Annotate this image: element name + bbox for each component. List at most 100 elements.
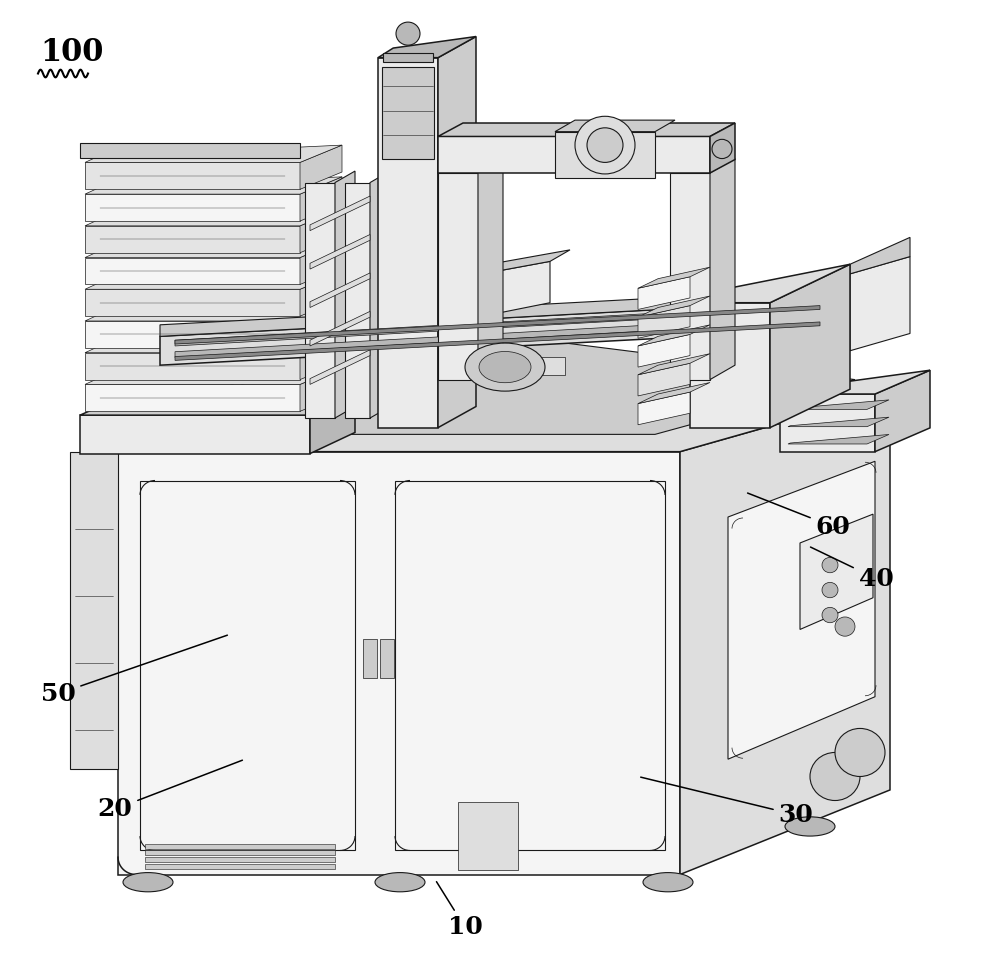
Text: 30: 30 <box>641 777 813 826</box>
Polygon shape <box>638 325 710 346</box>
Circle shape <box>810 752 860 801</box>
Polygon shape <box>85 367 342 384</box>
Ellipse shape <box>785 817 835 836</box>
Polygon shape <box>300 177 342 221</box>
Polygon shape <box>310 394 355 454</box>
Polygon shape <box>555 120 675 132</box>
Polygon shape <box>382 67 434 159</box>
Polygon shape <box>85 258 300 284</box>
Polygon shape <box>310 350 370 384</box>
Polygon shape <box>160 300 840 365</box>
Circle shape <box>835 617 855 636</box>
Polygon shape <box>638 354 710 375</box>
Polygon shape <box>300 240 342 284</box>
Polygon shape <box>300 209 342 253</box>
Circle shape <box>587 128 623 162</box>
Polygon shape <box>118 452 680 875</box>
Polygon shape <box>378 58 438 428</box>
Polygon shape <box>305 183 335 418</box>
Polygon shape <box>638 267 710 288</box>
Text: 40: 40 <box>811 547 893 590</box>
Polygon shape <box>310 273 370 308</box>
Polygon shape <box>85 240 342 258</box>
Polygon shape <box>85 194 300 221</box>
Polygon shape <box>638 382 710 404</box>
Polygon shape <box>430 250 570 283</box>
Polygon shape <box>80 394 355 415</box>
Polygon shape <box>710 159 735 380</box>
Bar <box>540 357 565 375</box>
Bar <box>460 362 485 380</box>
Circle shape <box>396 22 420 45</box>
Polygon shape <box>710 123 735 173</box>
Polygon shape <box>310 234 370 269</box>
Polygon shape <box>175 315 825 357</box>
Polygon shape <box>430 261 550 327</box>
Circle shape <box>575 116 635 174</box>
Polygon shape <box>788 400 889 409</box>
Ellipse shape <box>465 343 545 391</box>
Polygon shape <box>85 226 300 253</box>
Polygon shape <box>788 434 889 444</box>
Ellipse shape <box>375 873 425 892</box>
Ellipse shape <box>123 873 173 892</box>
Polygon shape <box>85 177 342 194</box>
Text: 50: 50 <box>41 635 227 705</box>
Polygon shape <box>140 480 355 850</box>
Polygon shape <box>85 335 342 353</box>
Polygon shape <box>85 321 300 348</box>
Polygon shape <box>770 264 850 428</box>
Bar <box>145 857 335 862</box>
Polygon shape <box>85 304 342 321</box>
Polygon shape <box>85 353 300 380</box>
Circle shape <box>822 607 838 623</box>
Ellipse shape <box>643 873 693 892</box>
Polygon shape <box>555 132 655 178</box>
Polygon shape <box>175 322 820 360</box>
Polygon shape <box>80 415 310 454</box>
Polygon shape <box>160 288 840 336</box>
Bar <box>458 802 518 870</box>
Polygon shape <box>345 183 370 418</box>
Polygon shape <box>438 123 735 136</box>
Polygon shape <box>310 311 370 346</box>
Polygon shape <box>780 394 875 452</box>
Polygon shape <box>85 289 300 316</box>
Polygon shape <box>300 335 342 380</box>
Polygon shape <box>85 209 342 226</box>
Polygon shape <box>638 392 690 425</box>
Polygon shape <box>638 306 690 338</box>
Bar <box>363 639 377 678</box>
Text: 10: 10 <box>436 881 482 939</box>
Polygon shape <box>300 304 342 348</box>
Polygon shape <box>85 384 300 411</box>
Polygon shape <box>680 392 890 875</box>
Polygon shape <box>310 196 370 231</box>
Polygon shape <box>378 37 476 58</box>
Polygon shape <box>370 172 388 418</box>
Polygon shape <box>638 363 690 396</box>
Polygon shape <box>438 136 710 173</box>
Polygon shape <box>788 417 889 427</box>
Polygon shape <box>438 173 478 380</box>
Polygon shape <box>638 296 710 317</box>
Polygon shape <box>300 272 342 316</box>
Circle shape <box>712 139 732 159</box>
Polygon shape <box>478 159 503 380</box>
Polygon shape <box>800 514 873 629</box>
Ellipse shape <box>479 352 531 382</box>
Polygon shape <box>335 171 355 418</box>
Bar <box>145 844 335 849</box>
Polygon shape <box>638 334 690 367</box>
Bar <box>145 864 335 869</box>
Polygon shape <box>383 53 433 62</box>
Polygon shape <box>70 452 118 769</box>
Polygon shape <box>175 304 825 346</box>
Bar <box>380 639 394 678</box>
Text: 60: 60 <box>748 493 850 538</box>
Text: 100: 100 <box>40 37 103 67</box>
Polygon shape <box>780 370 930 394</box>
Bar <box>145 850 335 855</box>
Polygon shape <box>728 461 875 759</box>
Polygon shape <box>85 272 342 289</box>
